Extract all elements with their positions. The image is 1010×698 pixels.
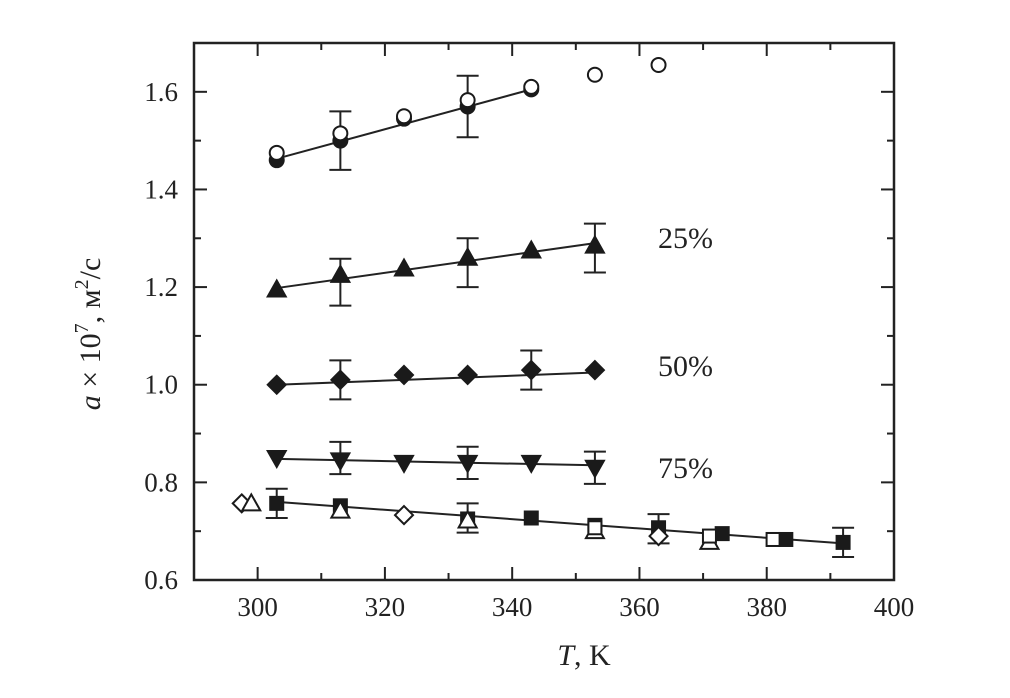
y-axis-title-exponent: 7 xyxy=(71,323,93,333)
x-tick-label: 400 xyxy=(874,592,915,622)
triangle-down-filled-point xyxy=(520,454,542,474)
fit-line xyxy=(276,242,596,290)
square-open-point xyxy=(587,520,603,536)
annotation-75: 75% xyxy=(658,452,713,485)
triangle-down-filled-point xyxy=(329,452,352,472)
triangle-up-filled-point xyxy=(584,234,606,254)
triangle-up-filled-point xyxy=(329,263,352,283)
axis-ticks xyxy=(193,42,895,581)
y-tick-label: 1.0 xyxy=(144,370,178,400)
triangle-up-open-point xyxy=(240,492,262,512)
square-filled-point xyxy=(269,495,285,511)
y-tick-label: 1.4 xyxy=(144,174,178,204)
triangle-up-open-point xyxy=(456,509,479,529)
annotation-25: 25% xyxy=(658,222,713,255)
triangle-down-filled-point xyxy=(393,454,415,474)
y-axis-title-unit-exponent: 2 xyxy=(71,279,93,289)
circle-open-point xyxy=(586,66,603,83)
y-tick-label: 1.6 xyxy=(144,77,178,107)
circle-open-point xyxy=(459,92,476,109)
y-tick-label: 1.2 xyxy=(144,272,178,302)
diamond-filled-point xyxy=(393,364,415,386)
x-tick-label: 300 xyxy=(237,592,278,622)
diamond-open-point xyxy=(648,525,669,547)
circle-open-point xyxy=(268,144,285,161)
diamond-filled-point xyxy=(329,369,351,391)
y-axis-title-unit: , м xyxy=(74,289,107,323)
fit-line xyxy=(276,371,595,386)
diamond-filled-point xyxy=(266,374,288,396)
circle-open-point xyxy=(523,78,540,95)
square-filled-point xyxy=(714,526,730,542)
x-tick-label: 340 xyxy=(492,592,533,622)
plot-area xyxy=(231,56,855,559)
square-filled-point xyxy=(778,531,794,547)
x-axis-title: T, K xyxy=(557,639,611,672)
x-tick-label: 360 xyxy=(619,592,660,622)
diamond-filled-point xyxy=(457,364,479,386)
y-axis-title-unit-tail: /с xyxy=(74,258,107,280)
diamond-filled-point xyxy=(520,359,542,381)
x-axis-title-unit: , K xyxy=(574,639,611,672)
y-axis-title-scale: × 10 xyxy=(74,333,107,395)
circle-open-point xyxy=(332,125,349,142)
y-axis-title: a × 107, м2/с xyxy=(71,258,107,411)
triangle-down-filled-point xyxy=(456,454,479,474)
tick-labels: 300 320 340 360 380 400 0.6 0.8 1.0 1.2 1.4 1.6 xyxy=(144,77,914,622)
triangle-up-filled-point xyxy=(266,278,288,298)
y-tick-label: 0.6 xyxy=(144,565,178,595)
diamond-filled-point xyxy=(584,359,606,381)
fit-line xyxy=(276,500,844,545)
triangle-up-open-point xyxy=(329,499,352,519)
diamond-open-point xyxy=(393,504,415,526)
triangle-up-filled-point xyxy=(520,239,542,259)
x-tick-label: 320 xyxy=(365,592,406,622)
square-open-point xyxy=(765,531,781,547)
y-tick-label: 0.8 xyxy=(144,467,178,497)
triangle-up-filled-point xyxy=(456,246,479,266)
fit-line xyxy=(276,457,595,467)
triangle-down-filled-point xyxy=(266,449,288,469)
square-filled-point xyxy=(523,510,539,526)
circle-open-point xyxy=(396,108,412,125)
triangle-up-filled-point xyxy=(393,257,415,277)
plot-frame xyxy=(192,41,896,582)
x-tick-label: 380 xyxy=(746,592,787,622)
x-axis-title-symbol: T xyxy=(557,639,576,672)
square-open-point xyxy=(701,528,717,544)
circle-open-point xyxy=(650,56,667,73)
square-filled-point xyxy=(835,534,851,550)
y-axis-title-symbol: a xyxy=(74,395,107,410)
annotation-50: 50% xyxy=(658,350,713,383)
triangle-down-filled-point xyxy=(584,459,606,479)
